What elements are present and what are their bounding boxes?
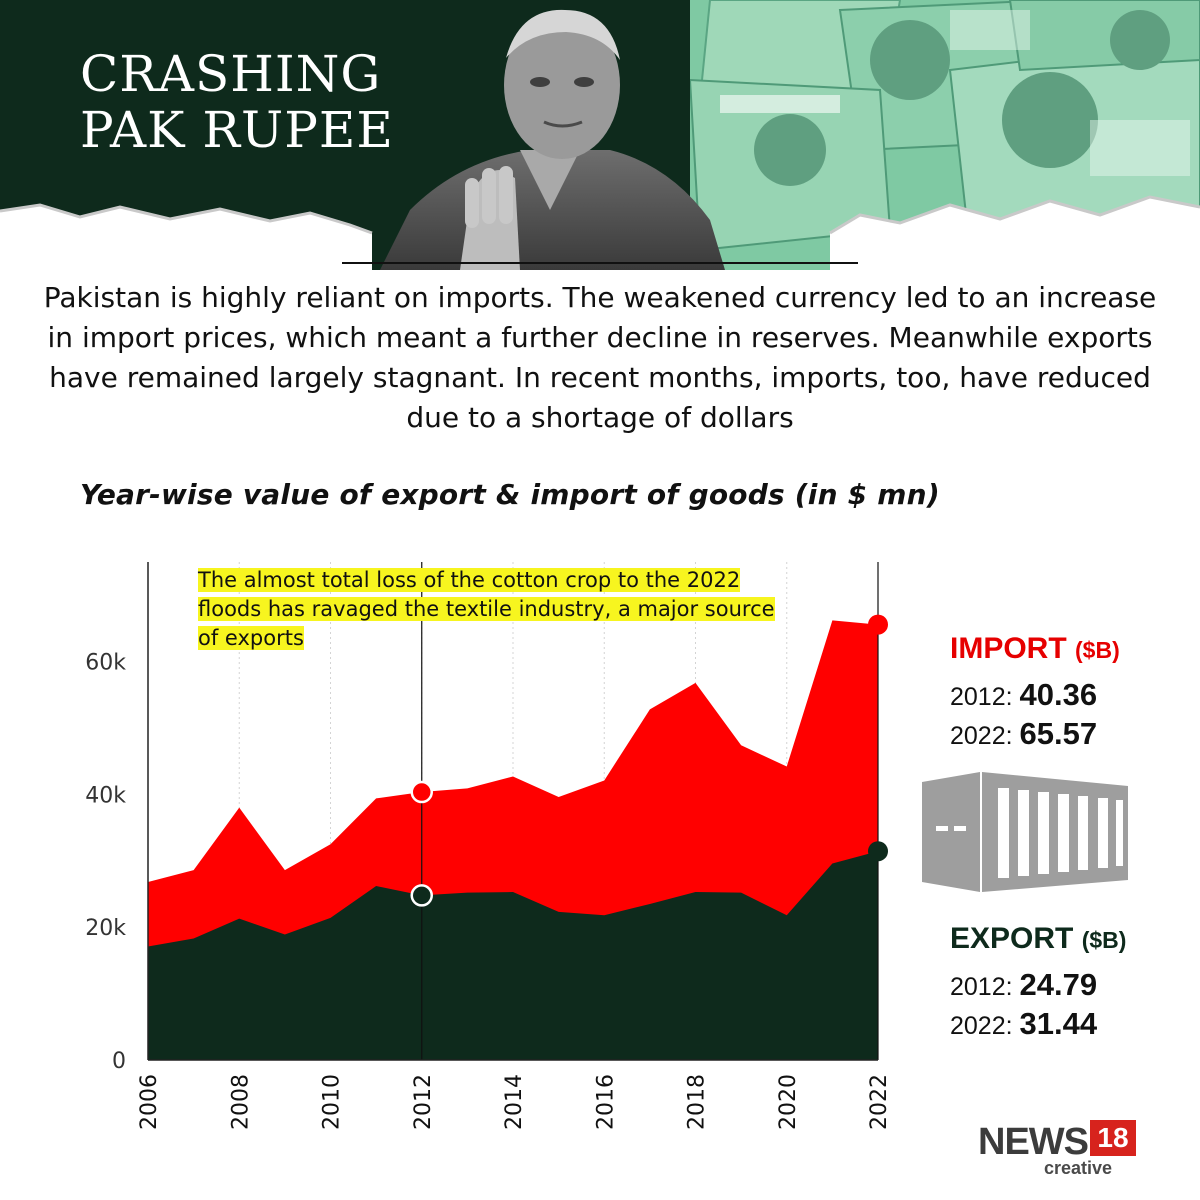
x-tick-label-2010: 2010: [320, 1074, 345, 1130]
x-tick-label-2020: 2020: [776, 1074, 801, 1130]
export-marker-2022: [868, 841, 888, 862]
brand-name: NEWS: [978, 1121, 1089, 1163]
export-legend-unit: ($B): [1081, 927, 1127, 953]
page-title: CRASHING PAK RUPEE: [80, 46, 394, 158]
import-2022-label: 2022:: [950, 722, 1013, 750]
import-legend-unit: ($B): [1075, 637, 1120, 663]
export-legend-label: EXPORT: [950, 922, 1074, 955]
banknote-collage-image: [690, 0, 1200, 270]
x-tick-label-2012: 2012: [411, 1074, 436, 1130]
import-legend-heading: IMPORT ($B): [950, 632, 1120, 666]
import-2022-value: 65.57: [1019, 716, 1098, 751]
chart-annotation-text: The almost total loss of the cotton crop…: [198, 568, 775, 650]
politician-portrait-image: [380, 9, 725, 270]
news18-logo: NEWS 18 creative: [978, 1120, 1138, 1184]
export-2022-value: 31.44: [1019, 1006, 1098, 1041]
chart-markers: [410, 614, 888, 907]
x-tick-label-2006: 2006: [137, 1074, 162, 1130]
import-2022-row: 2022: 65.57: [950, 716, 1097, 752]
x-tick-label-2008: 2008: [228, 1074, 253, 1130]
y-tick-label-20k: 20k: [85, 916, 126, 941]
brand-number-badge: 18: [1090, 1120, 1136, 1156]
x-tick-label-2014: 2014: [502, 1074, 527, 1130]
highlight-year-lines: [421, 562, 879, 1060]
import-marker-2022: [868, 614, 888, 635]
export-2012-row: 2012: 24.79: [950, 967, 1097, 1003]
y-tick-label-40k: 40k: [85, 783, 126, 808]
export-2022-row: 2022: 31.44: [950, 1006, 1097, 1042]
import-legend-label: IMPORT: [950, 632, 1067, 665]
brand-subtitle: creative: [1044, 1158, 1113, 1178]
chart-axes: [147, 562, 878, 1061]
import-2012-value: 40.36: [1019, 677, 1098, 712]
x-tick-label-2022: 2022: [867, 1074, 892, 1130]
export-2012-value: 24.79: [1019, 967, 1098, 1002]
y-axis-ticks: 0 20k 40k 60k: [85, 651, 126, 1074]
y-tick-label-60k: 60k: [85, 651, 126, 676]
import-2012-row: 2012: 40.36: [950, 677, 1097, 713]
export-area-series: [148, 851, 878, 1060]
import-2012-label: 2012:: [950, 683, 1013, 711]
chart-title: Year-wise value of export & import of go…: [80, 478, 940, 511]
page-title-line-2: PAK RUPEE: [80, 101, 394, 159]
y-tick-label-0: 0: [112, 1049, 126, 1074]
header-divider: [342, 262, 858, 264]
chart-annotation: The almost total loss of the cotton crop…: [198, 566, 778, 653]
export-2022-label: 2022:: [950, 1012, 1013, 1040]
export-legend-heading: EXPORT ($B): [950, 922, 1126, 956]
shipping-container-icon: [922, 772, 1128, 892]
header-banner: CRASHING PAK RUPEE: [0, 0, 1200, 270]
export-marker-2012: [410, 884, 433, 907]
x-tick-label-2016: 2016: [593, 1074, 618, 1130]
x-axis-ticks: 2006 2008 2010 2012 2014 2016 2018 2020 2022: [137, 1074, 892, 1130]
page-title-line-1: CRASHING: [80, 45, 382, 103]
export-2012-label: 2012:: [950, 973, 1013, 1001]
torn-paper-edge: [0, 195, 1200, 270]
x-tick-label-2018: 2018: [685, 1074, 710, 1130]
import-marker-2012: [410, 780, 433, 804]
intro-paragraph: Pakistan is highly reliant on imports. T…: [43, 281, 1157, 434]
